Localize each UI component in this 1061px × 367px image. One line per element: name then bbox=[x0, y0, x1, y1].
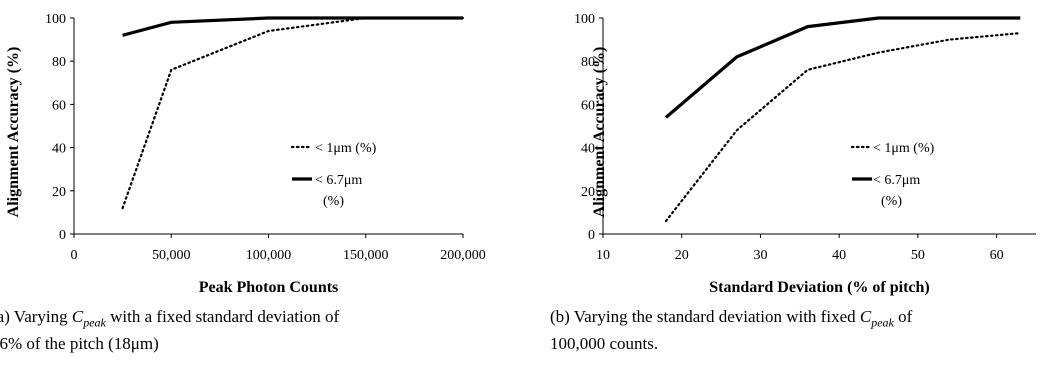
y-tick-label: 100 bbox=[574, 12, 595, 27]
y-tick-label: 20 bbox=[52, 185, 66, 200]
y-tick-label: 40 bbox=[581, 142, 595, 157]
x-tick-label: 100,000 bbox=[246, 248, 292, 263]
y-tick-label: 60 bbox=[52, 98, 66, 113]
y-tick-label: 0 bbox=[588, 228, 595, 243]
series-line-6-7um bbox=[122, 16, 463, 37]
series-line-1um bbox=[664, 31, 1022, 223]
y-tick-label: 80 bbox=[52, 55, 66, 70]
legend-label-1um: < 1μm (%) bbox=[315, 141, 377, 156]
y-tick-label: 40 bbox=[52, 142, 66, 157]
x-tick-label: 0 bbox=[71, 248, 78, 263]
y-axis-label: Alignment Accuracy (%) bbox=[5, 47, 22, 218]
legend-label-6-7um: < 6.7μm (%) bbox=[315, 173, 362, 209]
chart-b: 0 20 40 60 80 100 10 20 30 40 50 60 Standard Deviati… bbox=[574, 12, 1036, 296]
legend-label-1um: < 1μm (%) bbox=[873, 141, 935, 156]
legend-label-6-7um: < 6.7μm (%) bbox=[873, 173, 920, 209]
x-tick-label: 200,000 bbox=[440, 248, 486, 263]
x-tick-label: 50 bbox=[911, 248, 925, 263]
y-tick-label: 60 bbox=[581, 98, 595, 113]
y-tick-label: 20 bbox=[581, 185, 595, 200]
y-tick-label: 100 bbox=[45, 12, 66, 27]
x-tick-label: 150,000 bbox=[343, 248, 389, 263]
x-axis-label: Standard Deviation (% of pitch) bbox=[709, 279, 929, 296]
x-tick-label: 40 bbox=[832, 248, 846, 263]
x-tick-label: 60 bbox=[990, 248, 1004, 263]
x-tick-label: 50,000 bbox=[152, 248, 191, 263]
x-tick-label: 20 bbox=[675, 248, 689, 263]
x-axis-label: Peak Photon Counts bbox=[199, 279, 339, 296]
caption-a: (a) Varying Cpeak with a fixed standard … bbox=[0, 307, 340, 354]
y-tick-label: 0 bbox=[59, 228, 66, 243]
series-line-6-7um bbox=[664, 16, 1021, 119]
y-axis-label: Alignment Accuracy (%) bbox=[591, 47, 608, 218]
chart-a: 0 20 40 60 80 100 0 50,000 100,000 150,000 200,000… bbox=[5, 12, 486, 296]
caption-b: (b) Varying the standard deviation with … bbox=[550, 307, 913, 354]
y-tick-label: 80 bbox=[581, 55, 595, 70]
x-tick-label: 30 bbox=[753, 248, 767, 263]
x-tick-label: 10 bbox=[596, 248, 610, 263]
